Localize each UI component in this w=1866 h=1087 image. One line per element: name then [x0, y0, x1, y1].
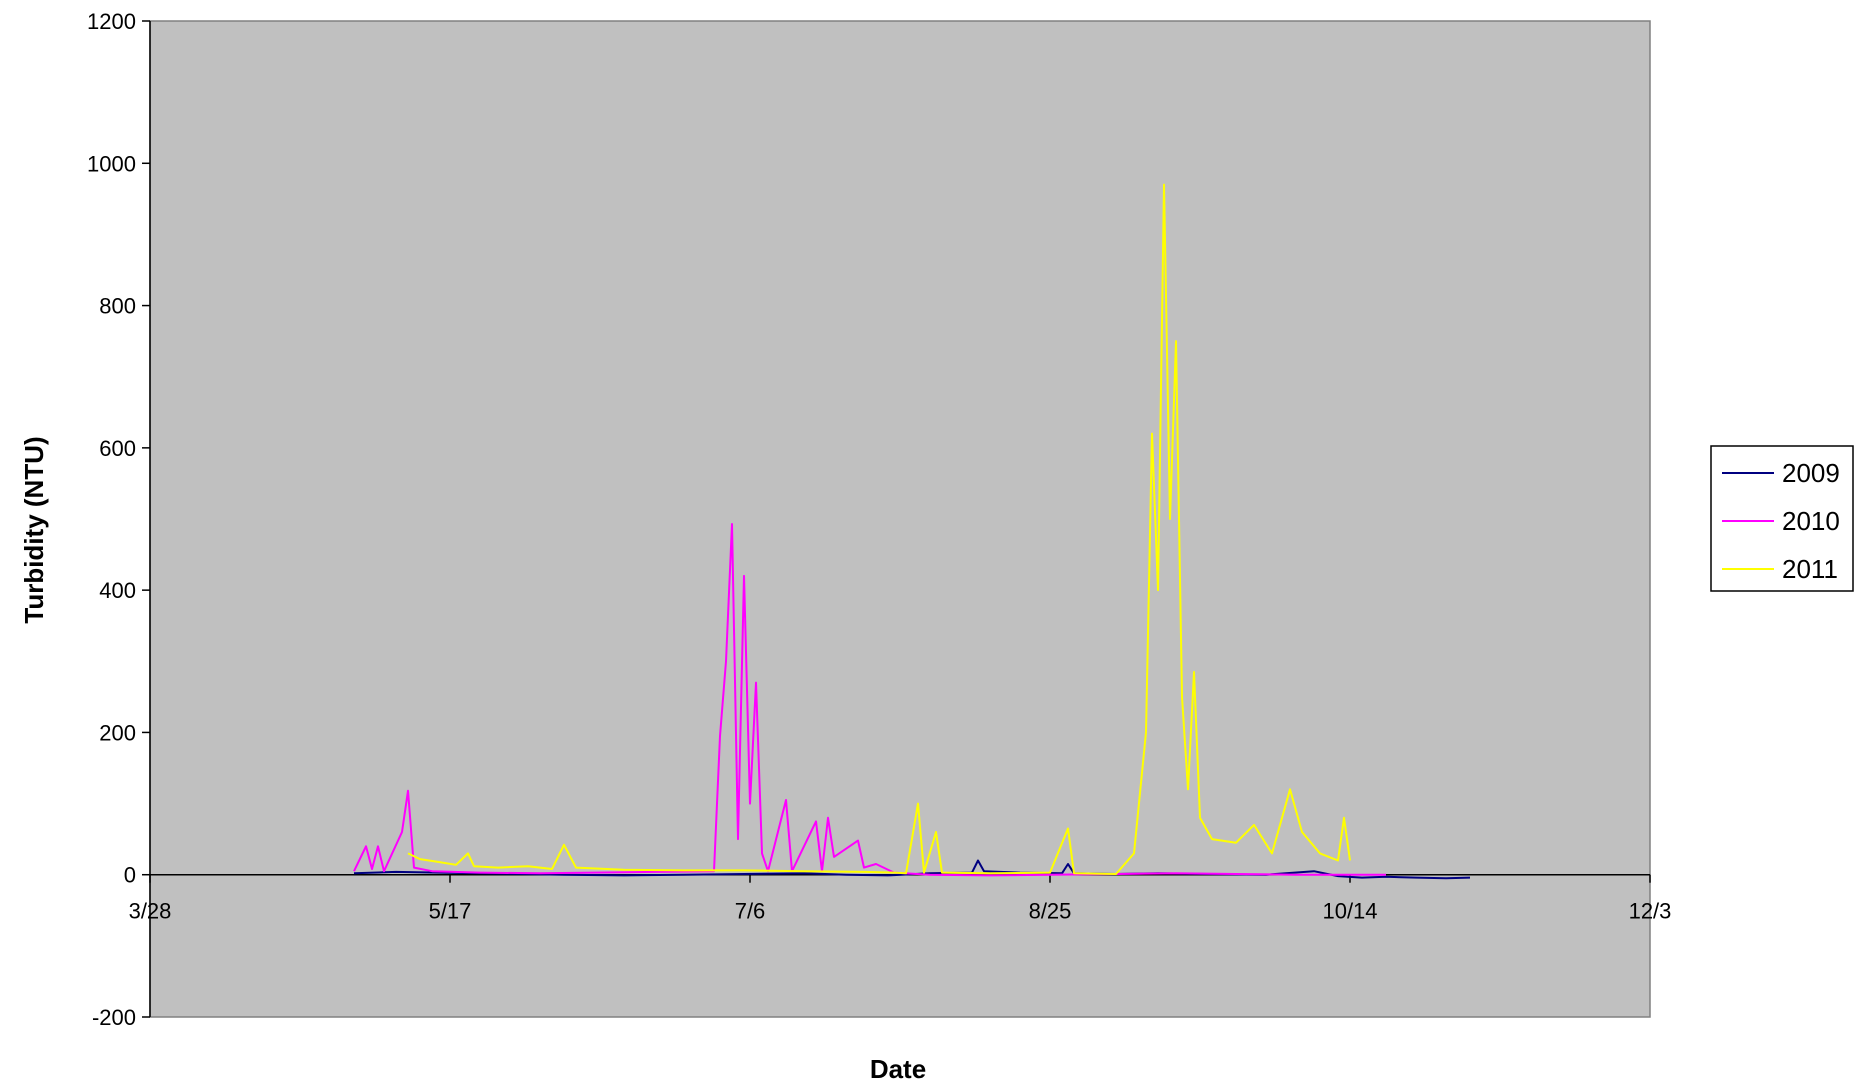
y-tick-label: -200 [92, 1005, 136, 1030]
x-tick-label: 7/6 [735, 899, 766, 924]
legend: 2009 2010 2011 [1710, 445, 1854, 592]
y-tick-label: 600 [99, 436, 136, 461]
x-axis: 3/28 5/17 7/6 8/25 10/14 12/3 [129, 873, 1672, 924]
series-line-2011 [407, 183, 1351, 875]
y-axis-title: Turbidity (NTU) [19, 436, 49, 623]
x-tick-label: 8/25 [1029, 899, 1072, 924]
y-tick-label: 1200 [87, 9, 136, 34]
y-tick-label: 0 [124, 863, 136, 888]
y-axis: -200 0 200 400 600 800 1000 1200 [87, 9, 151, 1030]
legend-label: 2011 [1782, 554, 1838, 584]
x-axis-title: Date [870, 1054, 926, 1084]
series-layer [353, 183, 1471, 880]
y-tick-label: 400 [99, 578, 136, 603]
x-tick-label: 10/14 [1322, 899, 1377, 924]
x-tick-label: 12/3 [1629, 899, 1672, 924]
x-tick-label: 3/28 [129, 899, 172, 924]
y-tick-label: 800 [99, 294, 136, 319]
plot-area [149, 20, 1651, 1018]
y-tick-label: 1000 [87, 151, 136, 176]
legend-label: 2010 [1782, 506, 1840, 536]
y-tick-label: 200 [99, 720, 136, 745]
legend-box [1710, 445, 1854, 592]
legend-label: 2009 [1782, 458, 1840, 488]
series-line-2009 [353, 859, 1471, 880]
x-tick-label: 5/17 [429, 899, 472, 924]
